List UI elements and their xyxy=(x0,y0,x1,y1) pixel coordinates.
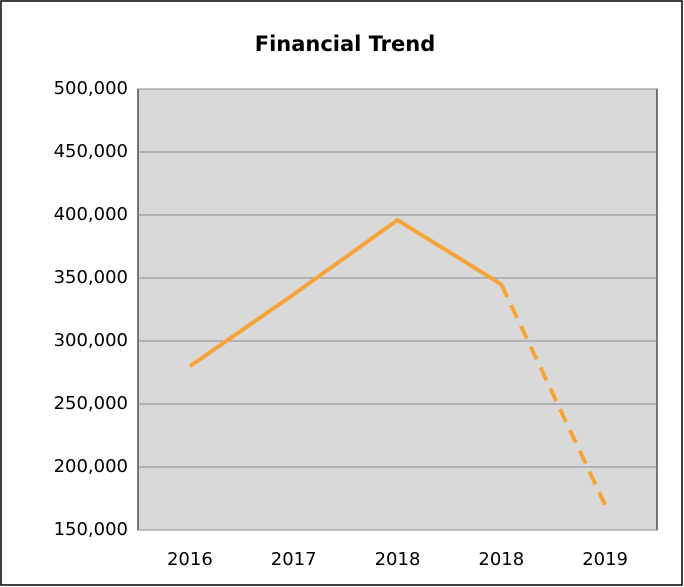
y-tick-label: 150,000 xyxy=(54,519,128,540)
x-tick-label: 2016 xyxy=(167,549,213,570)
line-dashed xyxy=(499,283,607,506)
y-tick-label: 300,000 xyxy=(54,330,128,351)
y-tick-label: 250,000 xyxy=(54,393,128,414)
y-tick-label: 400,000 xyxy=(54,204,128,225)
chart-title: Financial Trend xyxy=(255,32,436,56)
y-tick-label: 200,000 xyxy=(54,456,128,477)
x-tick-label: 2017 xyxy=(271,549,317,570)
plot-area xyxy=(137,88,658,531)
x-tick-label: 2019 xyxy=(582,549,628,570)
y-tick-label: 500,000 xyxy=(54,78,128,99)
x-tick-label: 2018 xyxy=(478,549,524,570)
y-tick-label: 450,000 xyxy=(54,141,128,162)
x-tick-label: 2018 xyxy=(375,549,421,570)
line-solid xyxy=(188,218,503,368)
y-tick-label: 350,000 xyxy=(54,267,128,288)
